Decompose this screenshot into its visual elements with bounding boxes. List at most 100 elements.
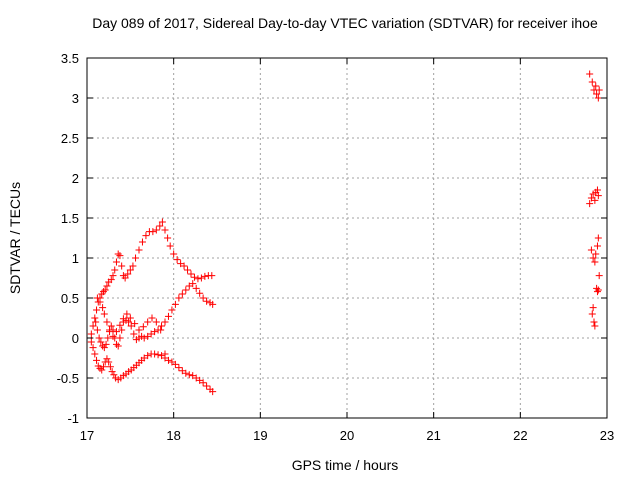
- data-point: [586, 200, 594, 208]
- data-point: [121, 274, 129, 282]
- y-tick-label: 1: [72, 251, 79, 266]
- data-point: [593, 242, 601, 250]
- data-point: [119, 315, 127, 323]
- data-point: [591, 322, 599, 330]
- data-point: [112, 328, 120, 336]
- data-point: [593, 186, 601, 194]
- data-point: [99, 304, 107, 312]
- data-point: [201, 272, 209, 280]
- data-point: [112, 258, 120, 266]
- data-point: [168, 306, 176, 314]
- data-point: [588, 310, 596, 318]
- data-point: [91, 350, 99, 358]
- data-point: [184, 266, 192, 274]
- chart-title: Day 089 of 2017, Sidereal Day-to-day VTE…: [92, 15, 598, 31]
- data-point: [154, 351, 162, 359]
- data-point: [151, 328, 159, 336]
- data-point: [95, 334, 103, 342]
- data-point: [158, 218, 166, 226]
- data-point: [203, 297, 211, 305]
- x-tick-label: 21: [426, 428, 440, 443]
- data-point: [144, 352, 152, 360]
- data-point: [89, 322, 97, 330]
- data-point: [103, 282, 111, 290]
- data-point: [100, 344, 108, 352]
- data-point: [109, 272, 117, 280]
- data-point: [106, 326, 114, 334]
- data-point: [109, 332, 117, 340]
- grid: [87, 58, 607, 418]
- data-point: [139, 323, 147, 331]
- data-point: [164, 356, 172, 364]
- data-point: [178, 290, 186, 298]
- data-point: [589, 254, 597, 262]
- data-point: [123, 310, 131, 318]
- data-point: [89, 344, 97, 352]
- data-point: [104, 334, 112, 342]
- data-point: [171, 300, 179, 308]
- data-point: [112, 340, 120, 348]
- data-point: [175, 364, 183, 372]
- data-point: [92, 318, 100, 326]
- data-point: [196, 289, 204, 297]
- x-tick-label: 17: [80, 428, 94, 443]
- data-point: [103, 355, 111, 363]
- data-point: [182, 369, 190, 377]
- data-point: [142, 232, 150, 240]
- data-point: [148, 314, 156, 322]
- y-axis-label: SDTVAR / TECUs: [7, 182, 23, 294]
- y-tick-label: 2.5: [61, 131, 79, 146]
- data-point: [158, 322, 166, 330]
- data-point: [197, 274, 205, 282]
- data-point: [594, 234, 602, 242]
- data-point: [87, 330, 95, 338]
- data-point: [182, 286, 190, 294]
- data-point: [103, 318, 111, 326]
- data-point: [594, 192, 602, 200]
- data-point: [106, 363, 114, 371]
- data-point: [96, 298, 104, 306]
- data-point: [126, 314, 134, 322]
- data-point: [140, 334, 148, 342]
- data-point: [587, 246, 595, 254]
- data-point: [185, 371, 193, 379]
- data-point: [126, 266, 134, 274]
- x-axis-label: GPS time / hours: [292, 457, 399, 473]
- data-point: [131, 320, 139, 328]
- data-point: [173, 256, 181, 264]
- data-point: [107, 322, 115, 330]
- data-point: [124, 270, 132, 278]
- data-point: [588, 78, 596, 86]
- data-point: [99, 288, 107, 296]
- data-point: [170, 250, 178, 258]
- data-point: [152, 318, 160, 326]
- data-point: [107, 276, 115, 284]
- x-tick-label: 20: [340, 428, 354, 443]
- data-point: [593, 284, 601, 292]
- data-point: [99, 342, 107, 350]
- data-point: [118, 326, 126, 334]
- data-point: [135, 326, 143, 334]
- data-point: [586, 70, 594, 78]
- data-point: [101, 286, 109, 294]
- data-point: [96, 364, 104, 372]
- data-point: [591, 196, 599, 204]
- data-point: [590, 318, 598, 326]
- data-point: [190, 273, 198, 281]
- data-point: [93, 306, 101, 314]
- data-point: [156, 222, 164, 230]
- data-points: [87, 70, 603, 396]
- y-tick-label: 0.5: [61, 291, 79, 306]
- x-tick-label: 23: [600, 428, 614, 443]
- data-point: [110, 371, 118, 379]
- data-point: [591, 258, 599, 266]
- data-point: [594, 94, 602, 102]
- data-point: [592, 82, 600, 90]
- data-point: [93, 294, 101, 302]
- data-point: [116, 252, 124, 260]
- data-point: [592, 250, 600, 258]
- data-point: [199, 379, 207, 387]
- data-point: [125, 318, 133, 326]
- data-point: [203, 382, 211, 390]
